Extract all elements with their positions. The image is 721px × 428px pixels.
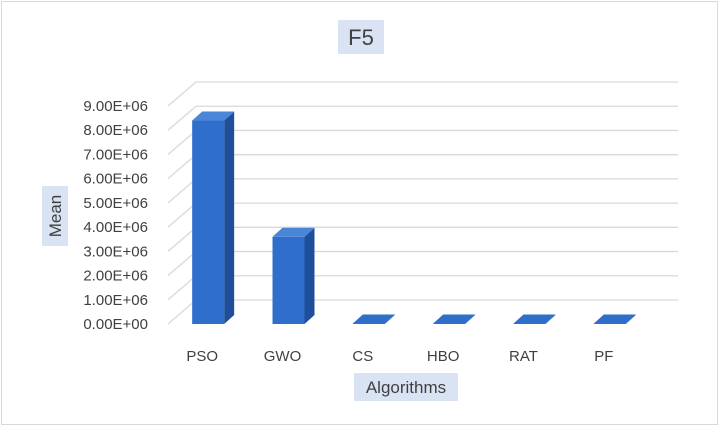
x-axis-ticks: PSO GWO CS HBO RAT PF (186, 348, 613, 365)
chart-title-background (338, 20, 384, 54)
bar-top-face (192, 111, 235, 121)
x-axis-title: Algorithms (366, 378, 446, 397)
y-tick-label: 5.00E+06 (83, 195, 148, 212)
bar-cs (352, 314, 395, 324)
x-axis-title-background (354, 373, 458, 401)
y-tick-label: 0.00E+00 (83, 316, 148, 333)
gridline-diagonal (167, 129, 197, 155)
bar-side-face (224, 111, 235, 325)
bar-front-face (272, 236, 305, 324)
y-tick-label: 7.00E+06 (83, 146, 148, 163)
bar-top-face (272, 227, 315, 237)
bar-side-face (304, 227, 315, 324)
gridline-diagonal (167, 81, 197, 107)
bar-pf (593, 314, 636, 324)
gridline-diagonal (167, 275, 197, 301)
gridline-diagonal (167, 154, 197, 180)
bar-front-face (433, 323, 466, 324)
gridline-diagonal (167, 251, 197, 277)
bar-top-face (513, 314, 556, 324)
bar-top-face (352, 314, 395, 324)
y-tick-label: 9.00E+06 (83, 98, 148, 115)
bar-gwo (272, 227, 315, 324)
bar-hbo (433, 314, 476, 324)
x-tick-label: CS (352, 348, 373, 365)
bar-front-face (593, 323, 626, 324)
bar-side-face (465, 314, 476, 324)
y-tick-label: 2.00E+06 (83, 268, 148, 285)
y-tick-label: 1.00E+06 (83, 292, 148, 309)
bar-side-face (384, 314, 395, 324)
y-tick-label: 8.00E+06 (83, 122, 148, 139)
bar-side-face (545, 314, 556, 324)
gridline-diagonal (167, 226, 197, 252)
y-tick-label: 4.00E+06 (83, 219, 148, 236)
x-tick-label: HBO (427, 348, 460, 365)
bar-front-face (352, 323, 385, 324)
gridline-diagonal (167, 178, 197, 204)
bar-pso (192, 111, 235, 325)
bar-top-face (593, 314, 636, 324)
gridline-diagonal (167, 299, 197, 325)
bar-front-face (192, 120, 225, 325)
y-axis-title-background (42, 186, 68, 246)
bars (192, 111, 636, 325)
x-tick-label: RAT (509, 348, 538, 365)
chart-title: F5 (348, 25, 374, 50)
gridlines (167, 81, 678, 325)
gridline-diagonal (167, 202, 197, 228)
y-axis-ticks: 0.00E+00 1.00E+06 2.00E+06 3.00E+06 4.00E+06… (83, 98, 148, 333)
y-tick-label: 6.00E+06 (83, 171, 148, 188)
bar-side-face (625, 314, 636, 324)
bar-rat (513, 314, 556, 324)
x-tick-label: PF (594, 348, 613, 365)
bar-front-face (513, 323, 546, 324)
x-tick-label: PSO (186, 348, 218, 365)
y-tick-label: 3.00E+06 (83, 243, 148, 260)
x-tick-label: GWO (264, 348, 302, 365)
y-axis-title: Mean (46, 195, 65, 238)
bar-top-face (433, 314, 476, 324)
gridline-diagonal (167, 105, 197, 131)
